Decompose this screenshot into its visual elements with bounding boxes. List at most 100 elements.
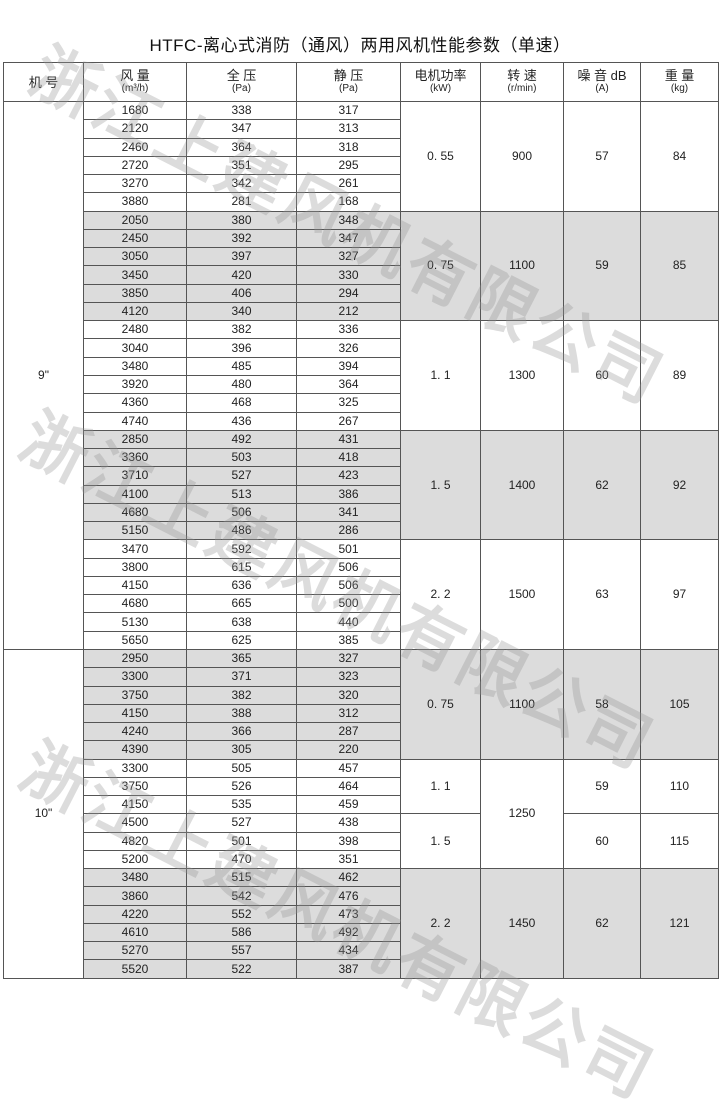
noise-cell: 59 bbox=[563, 758, 641, 815]
static-pressure-cell: 438 bbox=[296, 813, 401, 833]
speed-cell: 1100 bbox=[480, 648, 564, 760]
airflow-cell: 4610 bbox=[83, 922, 187, 943]
table-row: 4150 636 506 bbox=[4, 575, 719, 596]
motor-power-cell: 2. 2 bbox=[400, 868, 481, 979]
total-pressure-cell: 338 bbox=[186, 100, 297, 121]
header-unit: (r/min) bbox=[507, 83, 537, 94]
total-pressure-cell: 305 bbox=[186, 740, 297, 760]
total-pressure-cell: 470 bbox=[186, 849, 297, 870]
total-pressure-cell: 503 bbox=[186, 448, 297, 468]
weight-cell: 115 bbox=[640, 813, 719, 870]
table-row: 3300 371 323 bbox=[4, 667, 719, 687]
weight-cell: 89 bbox=[640, 320, 719, 431]
airflow-cell: 2950 bbox=[83, 648, 187, 669]
airflow-cell: 5150 bbox=[83, 521, 187, 541]
header-label: 电机功率 bbox=[414, 68, 467, 83]
static-pressure-cell: 317 bbox=[296, 100, 401, 121]
static-pressure-cell: 295 bbox=[296, 155, 401, 176]
noise-cell: 60 bbox=[563, 813, 641, 870]
header-airflow: 风 量 (m³/h) bbox=[83, 62, 187, 102]
static-pressure-cell: 267 bbox=[296, 411, 401, 431]
header-model: 机 号 bbox=[3, 62, 84, 102]
table-row: 2460 364 318 bbox=[4, 137, 719, 157]
airflow-cell: 2720 bbox=[83, 155, 187, 176]
table-row: 3880 281 168 bbox=[4, 192, 719, 212]
total-pressure-cell: 281 bbox=[186, 192, 297, 212]
speed-cell: 1400 bbox=[480, 429, 564, 541]
static-pressure-cell: 473 bbox=[296, 904, 401, 924]
total-pressure-cell: 557 bbox=[186, 941, 297, 961]
airflow-cell: 5650 bbox=[83, 630, 187, 650]
airflow-cell: 4150 bbox=[83, 703, 187, 724]
motor-power-cell: 1. 1 bbox=[400, 758, 481, 815]
speed-cell: 900 bbox=[480, 101, 564, 212]
airflow-cell: 4150 bbox=[83, 575, 187, 596]
model-cell: 9" bbox=[3, 101, 84, 650]
static-pressure-cell: 341 bbox=[296, 502, 401, 523]
airflow-cell: 1680 bbox=[83, 100, 187, 121]
table-row: 4220 552 473 bbox=[4, 904, 719, 924]
airflow-cell: 3040 bbox=[83, 338, 187, 358]
header-unit: (m³/h) bbox=[121, 83, 149, 94]
airflow-cell: 3920 bbox=[83, 374, 187, 395]
airflow-cell: 2850 bbox=[83, 429, 187, 450]
weight-cell: 92 bbox=[640, 429, 719, 541]
header-noise: 噪 音 dB (A) bbox=[563, 62, 641, 102]
motor-power-cell: 2. 2 bbox=[400, 539, 481, 650]
airflow-cell: 4120 bbox=[83, 301, 187, 322]
total-pressure-cell: 371 bbox=[186, 667, 297, 687]
noise-cell: 60 bbox=[563, 320, 641, 431]
total-pressure-cell: 406 bbox=[186, 283, 297, 303]
header-label: 全 压 bbox=[226, 68, 257, 83]
noise-cell: 58 bbox=[563, 648, 641, 760]
static-pressure-cell: 327 bbox=[296, 247, 401, 267]
table-row: 3300 505 457 1. 1 1250 59 110 bbox=[4, 758, 719, 870]
header-label: 转 速 bbox=[507, 68, 537, 83]
static-pressure-cell: 464 bbox=[296, 776, 401, 797]
total-pressure-cell: 351 bbox=[186, 155, 297, 176]
table-row: 4500 527 438 1. 5 60 115 bbox=[4, 813, 719, 870]
airflow-cell: 3450 bbox=[83, 265, 187, 285]
table-row: 3480 485 394 bbox=[4, 356, 719, 376]
table-row: 9" 1680 338 317 0. 55 900 57 84 bbox=[3, 100, 719, 650]
header-label: 静 压 bbox=[333, 68, 364, 83]
header-label: 噪 音 dB bbox=[577, 68, 627, 83]
motor-power-cell: 1. 5 bbox=[400, 813, 481, 870]
static-pressure-cell: 220 bbox=[296, 740, 401, 760]
noise-cell: 62 bbox=[563, 429, 641, 541]
static-pressure-cell: 325 bbox=[296, 393, 401, 413]
airflow-cell: 3850 bbox=[83, 283, 187, 303]
airflow-cell: 2120 bbox=[83, 119, 187, 139]
airflow-cell: 5270 bbox=[83, 941, 187, 961]
total-pressure-cell: 586 bbox=[186, 922, 297, 943]
static-pressure-cell: 387 bbox=[296, 959, 401, 979]
airflow-cell: 4240 bbox=[83, 722, 187, 742]
total-pressure-cell: 526 bbox=[186, 776, 297, 797]
motor-power-cell: 1. 1 bbox=[400, 320, 481, 431]
weight-cell: 105 bbox=[640, 648, 719, 760]
page-title: HTFC-离心式消防（通风）两用风机性能参数（单速） bbox=[149, 36, 571, 55]
table-row: 2480 382 336 1. 1 1300 60 89 bbox=[4, 320, 719, 431]
header-unit: (kW) bbox=[429, 83, 452, 94]
total-pressure-cell: 382 bbox=[186, 320, 297, 340]
airflow-cell: 4740 bbox=[83, 411, 187, 431]
total-pressure-cell: 665 bbox=[186, 594, 297, 614]
airflow-cell: 4390 bbox=[83, 740, 187, 760]
total-pressure-cell: 513 bbox=[186, 484, 297, 504]
header-weight: 重 量 (kg) bbox=[640, 62, 719, 102]
airflow-cell: 3880 bbox=[83, 192, 187, 212]
model-cell: 10" bbox=[3, 648, 84, 979]
airflow-cell: 3360 bbox=[83, 448, 187, 468]
total-pressure-cell: 542 bbox=[186, 886, 297, 906]
static-pressure-cell: 459 bbox=[296, 795, 401, 815]
static-pressure-cell: 385 bbox=[296, 630, 401, 650]
header-unit: (kg) bbox=[670, 83, 689, 94]
airflow-cell: 4820 bbox=[83, 831, 187, 851]
airflow-cell: 3480 bbox=[83, 868, 187, 888]
total-pressure-cell: 382 bbox=[186, 685, 297, 705]
static-pressure-cell: 423 bbox=[296, 466, 401, 486]
total-pressure-cell: 420 bbox=[186, 265, 297, 285]
static-pressure-cell: 476 bbox=[296, 886, 401, 906]
table-row: 3040 396 326 bbox=[4, 338, 719, 358]
table-row: 4740 436 267 bbox=[4, 411, 719, 431]
